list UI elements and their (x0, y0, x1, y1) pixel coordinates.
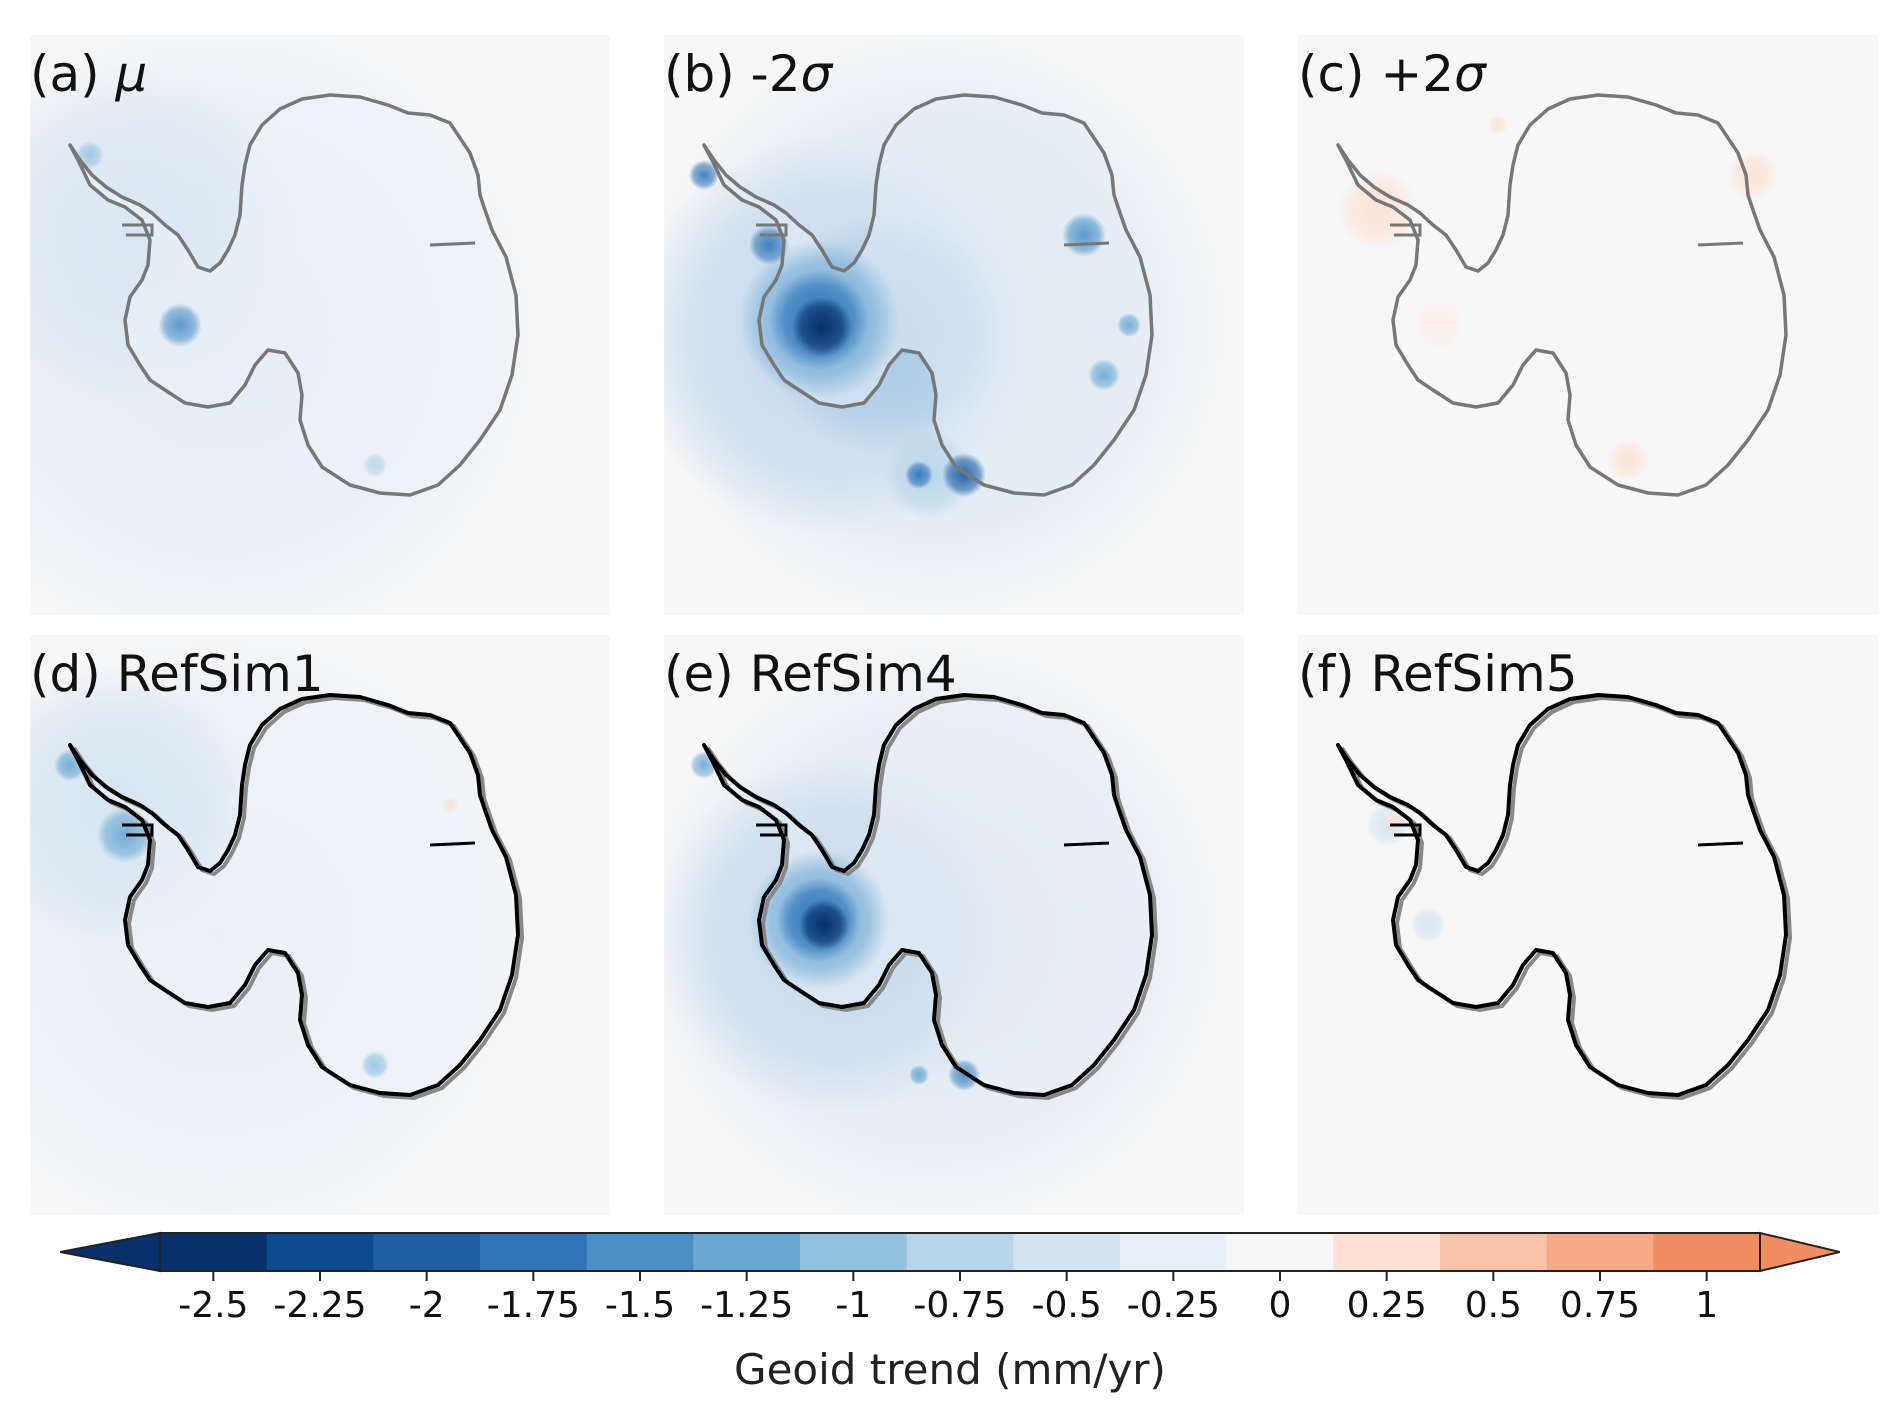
colorbar-tick-label: -0.25 (1126, 1285, 1220, 1326)
colorbar-extend-low (60, 1231, 161, 1273)
colorbar-bin (1653, 1233, 1761, 1271)
colorbar-tick-label: 0.25 (1346, 1285, 1427, 1326)
colorbar-bin (1440, 1233, 1548, 1271)
coastline-b (702, 93, 1154, 497)
continent-fill-e (704, 695, 1152, 1095)
colorbar-bin (480, 1233, 588, 1271)
colorbar-tick-label: 0.75 (1559, 1285, 1641, 1326)
colorbar-tick-label: 1 (1695, 1285, 1719, 1326)
antarctica-map-e (664, 635, 1244, 1215)
continent-fill-f (1338, 695, 1786, 1095)
antarctica-map-f (1298, 635, 1878, 1215)
colorbar-bin (1546, 1233, 1654, 1271)
colorbar-bin (373, 1233, 481, 1271)
colorbar-tick-label: -1 (835, 1285, 872, 1326)
ice-shelf-outline-b (756, 223, 788, 237)
geoid-anomaly-c (1728, 150, 1778, 200)
peninsula-outline-f (1697, 841, 1744, 847)
panel-title-b: (b) -2σ (664, 45, 833, 103)
colorbar-tick-label: -2 (408, 1285, 445, 1326)
panel-a-mean: (a) μ (30, 35, 610, 615)
colorbar-tick-label: -1.25 (700, 1285, 794, 1326)
colorbar-tick-label: -1.5 (604, 1285, 676, 1326)
geoid-anomaly-a (158, 303, 202, 347)
colorbar-tick-label: -0.5 (1031, 1285, 1102, 1326)
geoid-anomaly-b (1117, 313, 1141, 337)
colorbar-bin (1013, 1233, 1121, 1271)
panel-f-refsim5: (f) RefSim5 (1298, 635, 1878, 1215)
antarctica-map-a (30, 35, 610, 615)
colorbar-bin (266, 1233, 374, 1271)
peninsula-outline-c (1697, 241, 1744, 247)
geoid-anomaly-c (1413, 300, 1463, 350)
colorbar-tick-label: 0.5 (1464, 1285, 1522, 1326)
geoid-anomaly-b (792, 297, 852, 357)
peninsula-outline-b (1063, 241, 1110, 247)
antarctica-map-c (1298, 35, 1878, 615)
panel-b-minus-2-sigma: (b) -2σ (664, 35, 1244, 615)
colorbar-bin (1333, 1233, 1441, 1271)
peninsula-outline-a (429, 241, 476, 247)
geoid-anomaly-b (1088, 359, 1120, 391)
coastline-d (68, 693, 520, 1097)
panel-title-f: (f) RefSim5 (1298, 645, 1578, 703)
antarctica-map-b (664, 35, 1244, 615)
colorbar-tick-label: -2.5 (178, 1285, 249, 1326)
geoid-anomaly-b (905, 461, 933, 489)
coastline-c (1336, 93, 1788, 497)
continent-fill-a (70, 95, 518, 495)
colorbar-tick-label: 0 (1268, 1285, 1292, 1326)
ice-shelf-outline-d (122, 823, 154, 837)
colorbar-extend-high (1759, 1231, 1840, 1273)
coastline-e (702, 693, 1154, 1097)
peninsula-outline-d (429, 841, 476, 847)
geoid-anomaly-e (909, 1065, 929, 1085)
ice-shelf-outline-a (122, 223, 154, 237)
colorbar-bin (800, 1233, 908, 1271)
panel-title-e: (e) RefSim4 (664, 645, 957, 703)
geoid-anomaly-b (942, 453, 986, 497)
geoid-anomaly-d (97, 807, 153, 863)
continent-fill-c (1338, 95, 1786, 495)
geoid-anomaly-c (1488, 115, 1508, 135)
panel-d-refsim1: (d) RefSim1 (30, 635, 610, 1215)
colorbar: -2.5 -2.25 -2 -1.75 -1.5 -1.25 -1 -0.75 -0.5 -0.2… (60, 1225, 1840, 1395)
panel-e-refsim4: (e) RefSim4 (664, 635, 1244, 1215)
antarctica-map-d (30, 635, 610, 1215)
panel-title-a: (a) μ (30, 45, 148, 103)
coastline-f (1336, 693, 1788, 1097)
colorbar-label: Geoid trend (mm/yr) (734, 1345, 1166, 1394)
geoid-anomaly-b (689, 160, 719, 190)
geoid-anomaly-e (799, 900, 849, 950)
colorbar-bin (160, 1233, 268, 1271)
colorbar-tick-label: -2.25 (273, 1285, 367, 1326)
colorbar-tick-label: -1.75 (486, 1285, 580, 1326)
panel-title-c: (c) +2σ (1298, 45, 1486, 103)
peninsula-outline-e (1063, 841, 1110, 847)
continent-fill-d (70, 695, 518, 1095)
geoid-anomaly-d (361, 1051, 389, 1079)
geoid-anomaly-c (1338, 170, 1418, 250)
colorbar-bin (1226, 1233, 1334, 1271)
ice-shelf-outline-f (1390, 823, 1422, 837)
geoid-anomaly-b (1062, 213, 1106, 257)
colorbar-bin (906, 1233, 1014, 1271)
geoid-anomaly-f (1410, 907, 1446, 943)
colorbar-bin (586, 1233, 694, 1271)
ice-shelf-outline-e (756, 823, 788, 837)
coastline-a (68, 93, 520, 497)
colorbar-bin (1120, 1233, 1228, 1271)
geoid-anomaly-c (1608, 440, 1648, 480)
colorbar-bin (693, 1233, 801, 1271)
panel-title-d: (d) RefSim1 (30, 645, 324, 703)
colorbar-bar (60, 1231, 1840, 1281)
colorbar-tick-label: -0.75 (913, 1285, 1007, 1326)
geoid-anomaly-a (363, 453, 387, 477)
panel-c-plus-2-sigma: (c) +2σ (1298, 35, 1878, 615)
geoid-anomaly-d (442, 797, 458, 813)
ice-shelf-outline-c (1390, 223, 1422, 237)
